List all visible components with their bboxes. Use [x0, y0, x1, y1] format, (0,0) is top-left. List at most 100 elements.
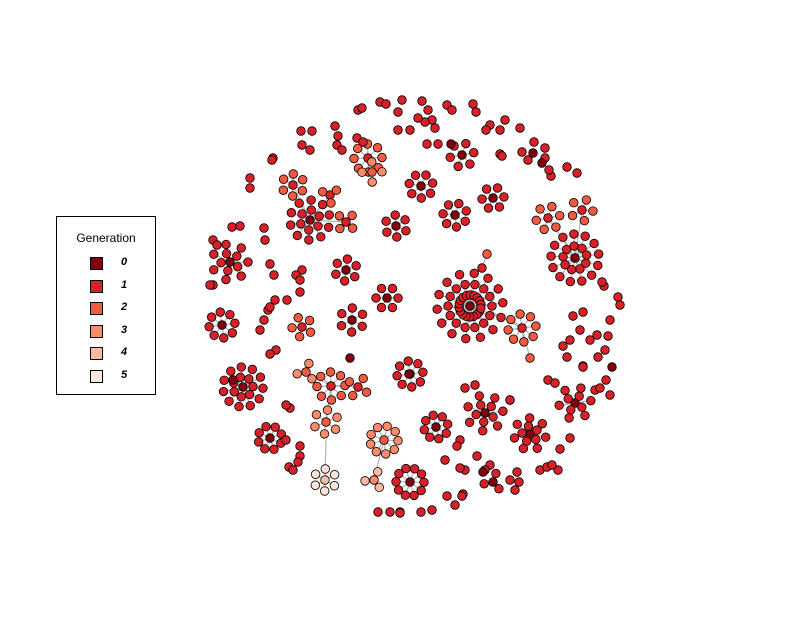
node-gen-1-79: [589, 238, 599, 249]
node-gen-3-291: [389, 444, 399, 455]
node-gen-2-262: [312, 381, 322, 392]
node-gen-1-140: [221, 239, 231, 250]
node-gen-1-239: [387, 302, 398, 313]
node-gen-2-52: [508, 334, 519, 344]
node-gen-1-78: [580, 231, 590, 241]
edge: [469, 273, 475, 307]
node-gen-0-359: [405, 477, 415, 487]
node-gen-1-492: [558, 341, 568, 351]
node-gen-1-488: [613, 292, 623, 302]
node-gen-1-351: [563, 394, 573, 404]
node-gen-1-99: [304, 225, 314, 235]
node-gen-3-190: [367, 177, 377, 187]
node-gen-1-507: [595, 383, 605, 393]
node-gen-1-18: [476, 303, 486, 313]
node-gen-1-326: [476, 400, 486, 410]
node-gen-2-260: [326, 395, 337, 405]
node-gen-1-136: [236, 271, 246, 281]
edge: [459, 274, 471, 307]
node-gen-1-397: [305, 145, 315, 155]
node-gen-1-230: [400, 215, 410, 225]
node-gen-1-427: [260, 235, 270, 245]
node-gen-1-103: [314, 211, 324, 221]
node-gen-1-399: [333, 131, 343, 141]
node-gen-1-415: [523, 155, 533, 165]
legend-swatch-1: [90, 280, 103, 293]
node-gen-1-233: [339, 276, 350, 286]
node-gen-1-383: [447, 105, 457, 115]
node-gen-1-457: [395, 508, 405, 518]
node-gen-1-375: [381, 99, 391, 109]
node-gen-1-40: [454, 269, 465, 280]
node-gen-1-37: [432, 304, 442, 314]
node-gen-2-93: [581, 195, 592, 205]
node-gen-1-61: [575, 264, 585, 274]
node-gen-1-453: [293, 457, 303, 467]
node-gen-2-120: [297, 175, 308, 185]
node-gen-3-192: [367, 157, 377, 167]
node-gen-0-245: [347, 315, 357, 325]
node-gen-1-323: [488, 412, 498, 422]
node-gen-1-396: [297, 140, 307, 150]
node-gen-1-430: [297, 265, 307, 275]
node-gen-0-97: [305, 215, 315, 225]
node-gen-1-198: [404, 178, 414, 189]
node-gen-1-365: [394, 468, 404, 479]
node-gen-1-344: [512, 419, 522, 430]
node-gen-1-329: [478, 426, 488, 436]
node-gen-1-267: [353, 382, 363, 392]
node-gen-1-243: [387, 283, 398, 294]
node-gen-1-373: [491, 468, 501, 479]
node-gen-5-286: [310, 480, 321, 490]
node-gen-1-491: [565, 335, 575, 345]
node-gen-1-249: [337, 309, 347, 319]
node-gen-1-416: [572, 168, 582, 178]
node-gen-1-376: [397, 95, 407, 105]
node-gen-1-121: [341, 217, 351, 227]
node-gen-1-367: [409, 464, 420, 474]
node-gen-5-288: [320, 464, 330, 474]
node-gen-1-173: [269, 444, 279, 455]
node-gen-2-54: [506, 314, 516, 325]
node-gen-1-160: [245, 400, 255, 411]
node-gen-3-298: [390, 426, 400, 437]
node-gen-3-295: [366, 429, 376, 440]
node-gen-1-469: [512, 467, 522, 477]
node-gen-1-470: [514, 477, 524, 487]
node-gen-4-301: [374, 482, 384, 493]
node-gen-1-43: [493, 284, 503, 294]
node-gen-2-92: [569, 198, 579, 208]
node-gen-2-188: [377, 152, 387, 163]
node-gen-1-341: [532, 443, 542, 453]
node-gen-1-398: [330, 121, 340, 131]
node-gen-1-394: [296, 126, 306, 136]
legend-label-2: 2: [121, 301, 128, 313]
node-gen-1-477: [555, 444, 565, 454]
node-gen-1-360: [416, 485, 426, 496]
node-gen-1-421: [267, 155, 277, 165]
node-gen-2-261: [316, 391, 327, 401]
node-gen-1-419: [544, 165, 554, 175]
edge: [446, 281, 471, 307]
node-gen-1-414: [517, 147, 527, 157]
node-gen-1-74: [546, 251, 556, 261]
node-gen-2-116: [288, 191, 298, 201]
node-gen-1-107: [285, 220, 296, 230]
node-gen-1-175: [253, 437, 264, 447]
node-gen-1-503: [505, 395, 515, 405]
node-gen-3-294: [365, 439, 376, 449]
node-gen-1-196: [416, 193, 426, 203]
node-gen-3-191: [357, 167, 367, 177]
node-gen-1-381: [423, 105, 433, 115]
node-gen-2-53: [503, 325, 513, 335]
node-gen-1-401: [337, 145, 347, 155]
node-gen-1-24: [443, 301, 453, 311]
node-gen-1-449: [295, 441, 305, 451]
node-gen-1-413: [497, 151, 507, 161]
node-gen-2-276: [321, 417, 331, 427]
node-gen-1-433: [295, 275, 305, 285]
node-gen-2-117: [278, 185, 289, 195]
node-gen-1-111: [317, 199, 328, 210]
node-gen-1-222: [492, 183, 503, 193]
node-gen-1-258: [326, 381, 336, 391]
